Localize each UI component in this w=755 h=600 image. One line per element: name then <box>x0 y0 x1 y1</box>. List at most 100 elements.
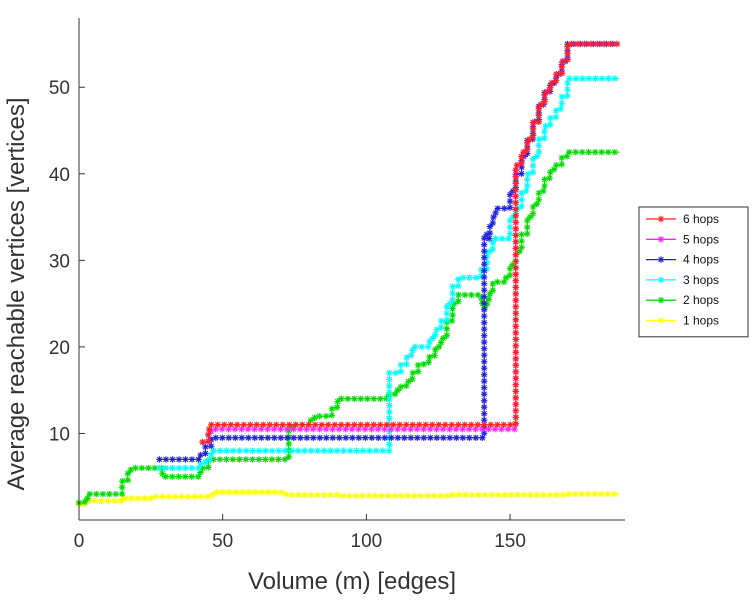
data-point-marker <box>512 277 519 285</box>
data-point-marker <box>283 425 291 433</box>
data-point-marker <box>553 491 560 499</box>
data-point-marker <box>512 193 519 200</box>
data-point-marker <box>232 434 239 441</box>
data-point-marker <box>546 174 553 182</box>
data-point-marker <box>301 447 308 454</box>
data-point-marker <box>480 241 488 248</box>
data-point-marker <box>478 273 485 280</box>
legend-label: 4 hops <box>683 253 719 267</box>
data-point-marker <box>323 434 330 441</box>
data-point-marker <box>277 434 285 441</box>
data-point-marker <box>600 40 608 48</box>
data-point-marker <box>364 421 371 428</box>
data-point-marker <box>480 371 488 378</box>
data-point-marker <box>512 232 519 239</box>
y-ticks: 10 20 30 40 50 <box>49 78 85 445</box>
data-point-marker <box>449 491 456 499</box>
data-point-marker <box>512 362 519 369</box>
data-point-marker <box>506 265 514 272</box>
data-point-marker <box>374 425 382 433</box>
data-point-marker <box>480 247 488 255</box>
data-point-marker <box>440 335 447 342</box>
data-point-marker <box>197 451 204 459</box>
data-point-marker <box>446 434 454 441</box>
data-point-marker <box>386 441 393 448</box>
data-point-marker <box>197 469 204 476</box>
data-point-marker <box>481 421 488 428</box>
data-point-marker <box>295 491 302 499</box>
data-point-marker <box>386 395 393 403</box>
data-point-marker <box>307 447 315 454</box>
data-point-marker <box>480 351 488 359</box>
data-point-marker <box>271 434 278 441</box>
data-point-marker <box>524 176 531 183</box>
data-point-marker <box>205 438 212 445</box>
data-point-marker <box>480 377 488 385</box>
data-point-marker <box>512 329 519 337</box>
data-point-marker <box>506 223 514 231</box>
data-point-marker <box>425 359 432 366</box>
data-point-marker <box>409 375 416 383</box>
data-point-marker <box>487 421 494 428</box>
data-point-marker <box>366 447 373 454</box>
data-point-marker <box>468 421 475 428</box>
data-point-marker <box>480 338 488 346</box>
data-point-marker <box>118 490 126 497</box>
data-point-marker <box>480 429 488 437</box>
data-point-marker <box>333 404 341 411</box>
data-point-marker <box>512 375 519 382</box>
data-point-marker <box>657 276 665 284</box>
data-point-marker <box>285 453 292 460</box>
data-point-marker <box>657 317 665 324</box>
data-point-marker <box>127 466 134 474</box>
data-point-marker <box>512 394 519 402</box>
data-point-marker <box>346 447 354 454</box>
data-point-marker <box>207 442 215 450</box>
data-point-marker <box>547 169 554 176</box>
data-point-marker <box>175 456 183 463</box>
data-point-marker <box>526 213 534 221</box>
data-point-marker <box>365 492 373 499</box>
data-point-marker <box>219 434 226 441</box>
data-point-marker <box>429 421 436 428</box>
data-point-marker <box>475 491 482 499</box>
data-point-marker <box>480 384 488 391</box>
data-point-marker <box>541 182 548 190</box>
data-point-marker <box>252 489 259 496</box>
data-point-marker <box>480 410 488 417</box>
legend-item: 4 hops <box>646 253 719 267</box>
data-point-marker <box>494 278 501 286</box>
data-point-marker <box>558 161 565 168</box>
data-point-marker <box>449 283 456 290</box>
data-point-marker <box>182 456 189 463</box>
data-point-marker <box>466 274 473 281</box>
data-point-marker <box>552 113 560 121</box>
data-point-marker <box>383 421 390 428</box>
data-point-marker <box>231 425 239 433</box>
data-point-marker <box>175 473 182 480</box>
data-point-marker <box>605 75 612 82</box>
data-point-marker <box>506 191 514 198</box>
data-point-marker <box>512 401 519 408</box>
data-point-marker <box>453 434 460 441</box>
data-point-marker <box>229 447 237 454</box>
data-point-marker <box>403 361 410 368</box>
data-point-marker <box>361 425 369 433</box>
data-point-marker <box>151 464 159 472</box>
data-point-marker <box>449 305 456 312</box>
data-point-marker <box>98 497 105 505</box>
data-point-marker <box>472 274 480 281</box>
data-point-marker <box>597 490 605 498</box>
data-point-marker <box>216 456 224 463</box>
data-point-marker <box>420 361 427 368</box>
data-point-marker <box>485 296 493 303</box>
data-point-marker <box>448 317 456 325</box>
data-point-marker <box>564 43 571 50</box>
data-point-marker <box>232 489 240 496</box>
data-point-marker <box>506 197 514 205</box>
data-point-marker <box>512 238 519 246</box>
data-point-marker <box>486 229 494 237</box>
data-point-marker <box>512 206 519 213</box>
data-point-marker <box>478 425 486 433</box>
data-point-marker <box>552 77 560 84</box>
